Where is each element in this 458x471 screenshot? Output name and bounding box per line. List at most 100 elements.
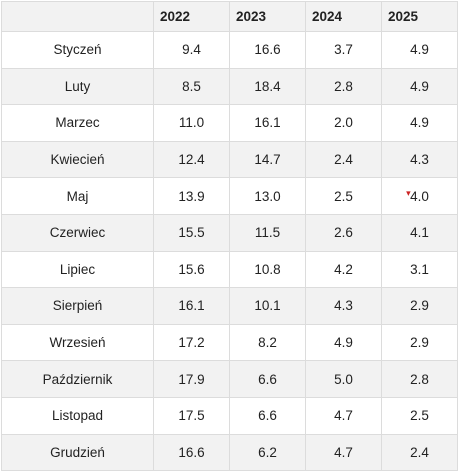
table-row: Luty 8.5 18.4 2.8 4.9 [1, 67, 458, 106]
value-number: 4.9 [410, 78, 429, 94]
value-number: 13.9 [178, 188, 205, 204]
value-text: 4.3 [410, 152, 429, 167]
value-text: 2.5 [410, 408, 429, 423]
table-body: Styczeń 9.4 16.6 3.7 4.9 Luty 8.5 18.4 2.8 4.9 Mar… [1, 31, 458, 471]
table-row: Styczeń 9.4 16.6 3.7 4.9 [1, 31, 458, 69]
value-text: 17.9 [178, 372, 204, 387]
value-cell-2025: 4.1 [381, 213, 458, 252]
value-text: 3.1 [410, 262, 429, 277]
table-row: Sierpień 16.1 10.1 4.3 2.9 [1, 287, 458, 325]
month-cell: Grudzień [1, 433, 154, 471]
value-number: 3.7 [334, 42, 353, 58]
red-triangle-marker-icon: ▾ [406, 187, 411, 198]
value-cell-2022: 16.6 [153, 433, 230, 471]
month-cell: Sierpień [1, 287, 154, 325]
table-row: Maj 13.9 13.0 2.5 4.0 ▾ [1, 177, 458, 215]
value-cell-2024: 4.7 [305, 396, 382, 435]
value-text: 8.2 [258, 335, 277, 350]
value-cell-2022: 15.6 [153, 250, 230, 289]
value-text: 16.1 [178, 298, 204, 313]
value-number: 9.4 [182, 42, 201, 58]
value-text: 3.7 [334, 42, 353, 57]
month-cell: Wrzesień [1, 323, 154, 362]
month-cell: Maj [1, 177, 154, 215]
value-text: 9.4 [182, 42, 201, 57]
value-text: 6.2 [258, 445, 277, 460]
value-number: 17.5 [178, 408, 205, 424]
value-number: 4.3 [334, 298, 353, 314]
value-text: 2.4 [410, 445, 429, 460]
value-number: 18.4 [254, 78, 281, 94]
value-number: 4.7 [334, 444, 353, 460]
value-number: 2.4 [410, 444, 429, 460]
table-row: Grudzień 16.6 6.2 4.7 2.4 [1, 433, 458, 471]
header-row: 2022 2023 2024 2025 [1, 1, 458, 32]
value-cell-2023: 6.6 [229, 360, 306, 398]
value-text: 4.7 [334, 408, 353, 423]
value-text: 2.8 [410, 372, 429, 387]
value-text: 17.2 [178, 335, 204, 350]
value-cell-2024: 2.0 [305, 104, 382, 142]
value-number: 5.0 [334, 371, 353, 387]
value-number: 2.8 [334, 78, 353, 94]
value-cell-2025: 2.9 [381, 323, 458, 362]
table-row: Lipiec 15.6 10.8 4.2 3.1 [1, 250, 458, 289]
value-number: 10.8 [254, 261, 281, 277]
value-cell-2024: 2.4 [305, 140, 382, 179]
value-number: 2.0 [334, 115, 353, 131]
value-number: 17.9 [178, 371, 205, 387]
value-number: 2.9 [410, 335, 429, 351]
value-number: 13.0 [254, 188, 281, 204]
value-number: 4.0 [410, 188, 429, 204]
value-number: 10.1 [254, 298, 281, 314]
value-cell-2023: 18.4 [229, 67, 306, 106]
value-number: 16.1 [254, 115, 281, 131]
value-text: 4.9 [410, 115, 429, 130]
value-cell-2023: 14.7 [229, 140, 306, 179]
value-number: 8.2 [258, 335, 277, 351]
value-cell-2022: 8.5 [153, 67, 230, 106]
value-cell-2023: 10.1 [229, 287, 306, 325]
table-row: Czerwiec 15.5 11.5 2.6 4.1 [1, 213, 458, 252]
value-cell-2022: 13.9 [153, 177, 230, 215]
value-text: 2.8 [334, 79, 353, 94]
value-text: 4.3 [334, 298, 353, 313]
header-cell-2023: 2023 [229, 1, 306, 32]
value-text: 13.0 [254, 189, 280, 204]
month-cell: Kwiecień [1, 140, 154, 179]
month-cell: Październik [1, 360, 154, 398]
value-cell-2024: 4.7 [305, 433, 382, 471]
table-row: Listopad 17.5 6.6 4.7 2.5 [1, 396, 458, 435]
value-text: 4.1 [410, 225, 429, 240]
value-number: 2.8 [410, 371, 429, 387]
value-cell-2023: 8.2 [229, 323, 306, 362]
value-cell-2025: 2.9 [381, 287, 458, 325]
value-number: 8.5 [182, 78, 201, 94]
value-text: 4.0 ▾ [406, 188, 429, 204]
table-row: Wrzesień 17.2 8.2 4.9 2.9 [1, 323, 458, 362]
value-number: 2.9 [410, 298, 429, 314]
table-row: Kwiecień 12.4 14.7 2.4 4.3 [1, 140, 458, 179]
value-number: 2.5 [410, 408, 429, 424]
value-cell-2022: 17.2 [153, 323, 230, 362]
header-cell-month [1, 1, 154, 32]
value-cell-2023: 6.6 [229, 396, 306, 435]
table-row: Październik 17.9 6.6 5.0 2.8 [1, 360, 458, 398]
header-cell-2025: 2025 [381, 1, 458, 32]
value-text: 16.1 [254, 115, 280, 130]
value-text: 6.6 [258, 372, 277, 387]
value-number: 2.4 [334, 152, 353, 168]
value-text: 2.9 [410, 335, 429, 350]
value-number: 4.9 [410, 115, 429, 131]
value-text: 6.6 [258, 408, 277, 423]
value-number: 4.9 [410, 42, 429, 58]
month-cell: Czerwiec [1, 213, 154, 252]
value-text: 8.5 [182, 79, 201, 94]
value-text: 4.7 [334, 445, 353, 460]
value-number: 2.6 [334, 225, 353, 241]
value-text: 2.6 [334, 225, 353, 240]
table-row: Marzec 11.0 16.1 2.0 4.9 [1, 104, 458, 142]
value-cell-2024: 4.3 [305, 287, 382, 325]
